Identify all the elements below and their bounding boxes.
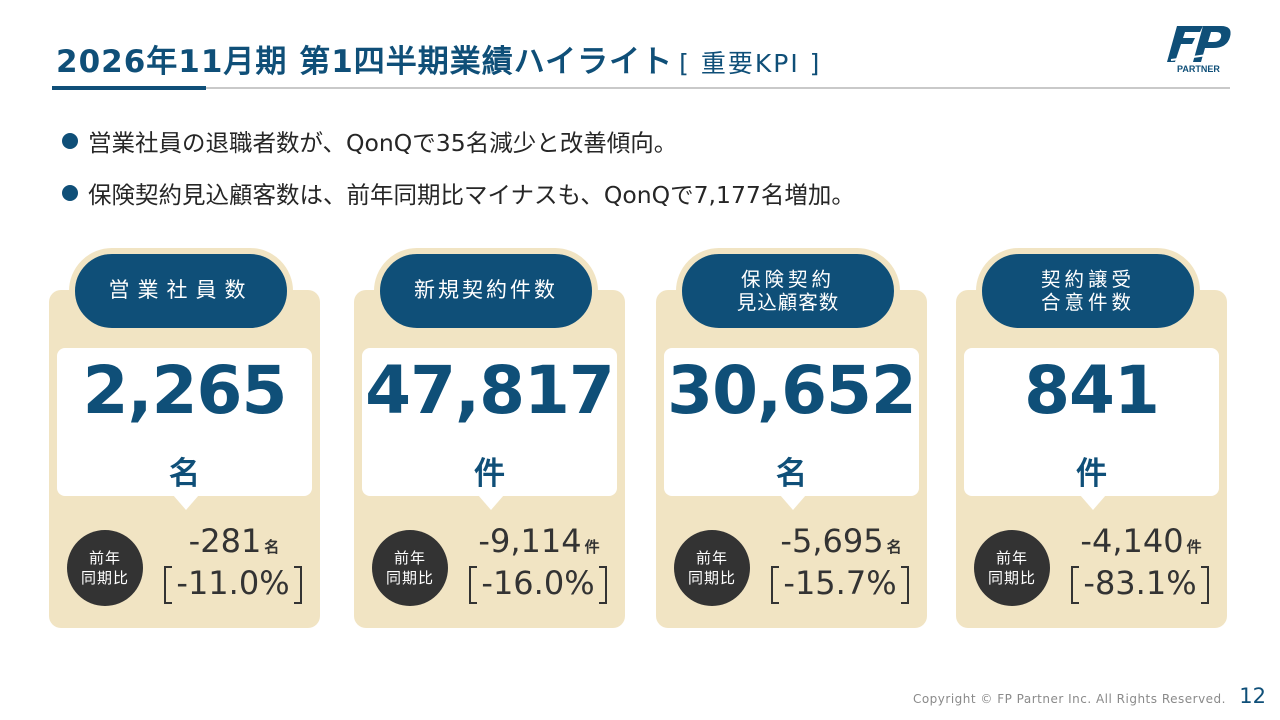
kpi-card-new-contracts: 新規契約件数 47,817 件 前年 同期比 -9,114 件 -16.0% bbox=[354, 248, 625, 628]
yoy-badge: 前年 同期比 bbox=[67, 530, 143, 606]
yoy-percent-value: -83.1% bbox=[1083, 564, 1197, 602]
yoy-diff-value: -4,140 bbox=[1080, 522, 1184, 560]
bracket-right bbox=[900, 566, 909, 604]
kpi-label: 営業社員数 bbox=[108, 278, 254, 303]
kpi-label-pill: 営業社員数 bbox=[69, 248, 293, 334]
kpi-unit: 名 bbox=[776, 456, 807, 492]
yoy-diff-value: -9,114 bbox=[478, 522, 582, 560]
bullet-text: 保険契約見込顧客数は、前年同期比マイナスも、QonQで7,177名増加。 bbox=[88, 181, 855, 209]
yoy-diff-unit: 件 bbox=[1186, 538, 1202, 556]
yoy-label-line2: 同期比 bbox=[687, 569, 736, 587]
bracket-right bbox=[1200, 566, 1209, 604]
yoy-diff: -9,114 件 bbox=[458, 522, 620, 560]
bullet-item: 営業社員の退職者数が、QonQで35名減少と改善傾向。 bbox=[62, 118, 855, 164]
kpi-card-transfer-agreements: 契約譲受 合意件数 841 件 前年 同期比 -4,140 件 -83.1% bbox=[956, 248, 1227, 628]
kpi-label-pill: 保険契約 見込顧客数 bbox=[676, 248, 900, 334]
kpi-value-box: 47,817 件 bbox=[362, 348, 617, 510]
yoy-label-line2: 同期比 bbox=[80, 569, 129, 587]
yoy-percent: -16.0% bbox=[458, 564, 618, 604]
kpi-card-sales-staff: 営業社員数 2,265 名 前年 同期比 -281 名 -11.0% bbox=[49, 248, 320, 628]
fp-partner-logo: PARTNER bbox=[1167, 26, 1231, 74]
yoy-diff: -4,140 件 bbox=[1060, 522, 1222, 560]
bracket-left bbox=[1071, 566, 1080, 604]
kpi-value: 30,652 bbox=[667, 352, 917, 429]
yoy-label-line2: 同期比 bbox=[987, 569, 1036, 587]
copyright-notice: Copyright © FP Partner Inc. All Rights R… bbox=[912, 692, 1226, 706]
kpi-unit: 件 bbox=[474, 456, 505, 492]
title-divider bbox=[52, 87, 1230, 89]
page-subtitle: [ 重要KPI ] bbox=[679, 49, 822, 78]
yoy-diff-value: -281 bbox=[188, 522, 262, 560]
kpi-label-line2: 合意件数 bbox=[1040, 291, 1135, 314]
yoy-diff: -281 名 bbox=[153, 522, 315, 560]
kpi-card-prospects: 保険契約 見込顧客数 30,652 名 前年 同期比 -5,695 名 -15.7… bbox=[656, 248, 927, 628]
kpi-value-box: 30,652 名 bbox=[664, 348, 919, 510]
kpi-value-box: 841 件 bbox=[964, 348, 1219, 510]
yoy-percent-value: -11.0% bbox=[176, 564, 290, 602]
bracket-left bbox=[164, 566, 173, 604]
yoy-percent: -11.0% bbox=[153, 564, 313, 604]
kpi-unit: 名 bbox=[169, 456, 200, 492]
bracket-left bbox=[771, 566, 780, 604]
bullet-item: 保険契約見込顧客数は、前年同期比マイナスも、QonQで7,177名増加。 bbox=[62, 170, 855, 216]
bullet-text: 営業社員の退職者数が、QonQで35名減少と改善傾向。 bbox=[88, 129, 678, 157]
kpi-label: 新規契約件数 bbox=[414, 278, 558, 303]
bullet-dot-icon bbox=[62, 133, 78, 149]
yoy-label-line1: 前年 bbox=[88, 548, 121, 567]
page-number: 12 bbox=[1239, 684, 1266, 708]
yoy-badge: 前年 同期比 bbox=[974, 530, 1050, 606]
kpi-value-box: 2,265 名 bbox=[57, 348, 312, 510]
bullet-dot-icon bbox=[62, 185, 78, 201]
kpi-label-line1: 保険契約 bbox=[740, 267, 835, 291]
kpi-label-line1: 契約譲受 bbox=[1040, 267, 1135, 291]
page-title: 2026年11月期 第1四半期業績ハイライト[ 重要KPI ] bbox=[56, 36, 821, 81]
kpi-value: 47,817 bbox=[365, 352, 615, 429]
yoy-percent: -83.1% bbox=[1060, 564, 1220, 604]
yoy-label-line1: 前年 bbox=[393, 548, 426, 567]
summary-bullets: 営業社員の退職者数が、QonQで35名減少と改善傾向。 保険契約見込顧客数は、前… bbox=[62, 118, 855, 222]
yoy-percent-value: -15.7% bbox=[783, 564, 897, 602]
yoy-label-line1: 前年 bbox=[695, 548, 728, 567]
yoy-label-line2: 同期比 bbox=[385, 569, 434, 587]
kpi-value: 2,265 bbox=[82, 352, 288, 429]
yoy-percent: -15.7% bbox=[760, 564, 920, 604]
bracket-right bbox=[293, 566, 302, 604]
kpi-value: 841 bbox=[1024, 352, 1160, 429]
kpi-label-pill: 契約譲受 合意件数 bbox=[976, 248, 1200, 334]
yoy-label-line1: 前年 bbox=[995, 548, 1028, 567]
bracket-left bbox=[469, 566, 478, 604]
kpi-label-line2: 見込顧客数 bbox=[736, 291, 840, 314]
yoy-diff-unit: 名 bbox=[886, 538, 902, 556]
yoy-badge: 前年 同期比 bbox=[372, 530, 448, 606]
kpi-unit: 件 bbox=[1076, 456, 1107, 492]
bracket-right bbox=[598, 566, 607, 604]
yoy-percent-value: -16.0% bbox=[481, 564, 595, 602]
yoy-diff: -5,695 名 bbox=[760, 522, 922, 560]
logo-wordmark: PARTNER bbox=[1177, 64, 1220, 74]
yoy-diff-unit: 件 bbox=[584, 538, 600, 556]
kpi-label-pill: 新規契約件数 bbox=[374, 248, 598, 334]
yoy-diff-value: -5,695 bbox=[780, 522, 884, 560]
yoy-diff-unit: 名 bbox=[264, 538, 280, 556]
title-accent-bar bbox=[52, 86, 206, 90]
page-title-text: 2026年11月期 第1四半期業績ハイライト bbox=[56, 44, 674, 80]
yoy-badge: 前年 同期比 bbox=[674, 530, 750, 606]
